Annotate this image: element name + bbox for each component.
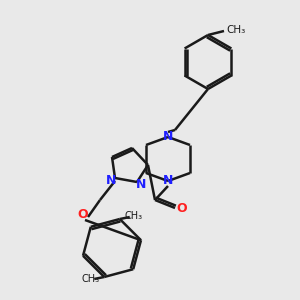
Text: CH₃: CH₃ <box>125 211 143 221</box>
Text: N: N <box>106 175 116 188</box>
Text: CH₃: CH₃ <box>81 274 99 284</box>
Text: N: N <box>163 175 173 188</box>
Text: O: O <box>78 208 88 221</box>
Text: O: O <box>177 202 187 214</box>
Text: N: N <box>136 178 146 191</box>
Text: N: N <box>163 130 173 143</box>
Text: CH₃: CH₃ <box>226 25 246 35</box>
